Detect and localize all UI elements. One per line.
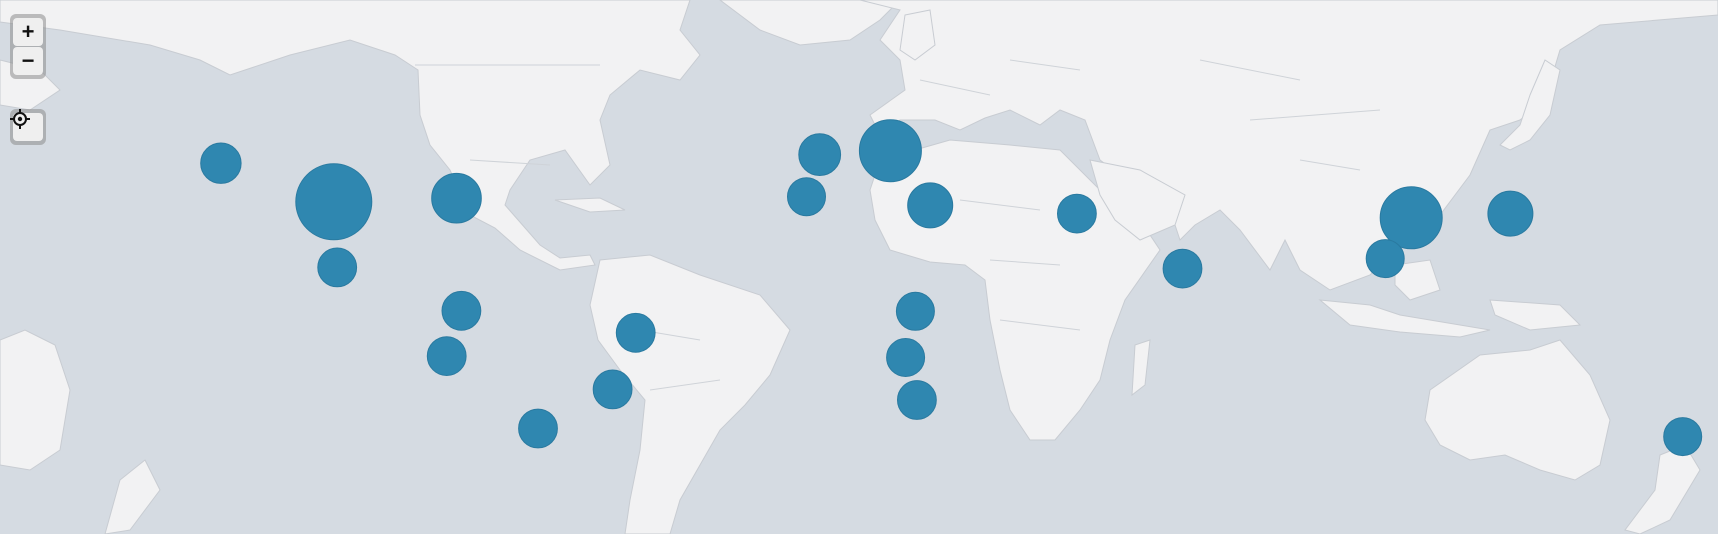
- marker-asia-china-east[interactable]: [1379, 186, 1443, 250]
- marker-asia-india[interactable]: [1162, 248, 1203, 289]
- marker-europe-spain[interactable]: [787, 177, 826, 217]
- land-british-isles: [899, 9, 936, 61]
- marker-south-america-peru[interactable]: [426, 336, 467, 377]
- plus-icon: +: [21, 19, 35, 44]
- zoom-out-button[interactable]: −: [13, 47, 43, 75]
- marker-oceania-new-zealand[interactable]: [1663, 417, 1703, 457]
- locate-icon: [10, 109, 30, 129]
- marker-europe-uk[interactable]: [798, 133, 842, 177]
- land-australia: [1424, 339, 1611, 481]
- marker-north-america-us-central[interactable]: [295, 163, 373, 241]
- marker-south-america-colombia[interactable]: [441, 290, 482, 331]
- zoom-in-button[interactable]: +: [13, 18, 43, 46]
- land-indonesia: [1318, 299, 1491, 338]
- marker-north-america-mexico[interactable]: [317, 247, 358, 288]
- marker-north-america-canada-west[interactable]: [200, 142, 242, 184]
- marker-africa-angola[interactable]: [886, 338, 926, 377]
- border-lines: [415, 59, 1381, 391]
- marker-europe-greece[interactable]: [907, 182, 954, 229]
- locate-control: [10, 109, 46, 145]
- marker-south-america-brazil-se[interactable]: [592, 369, 633, 410]
- land-new-guinea: [1489, 299, 1582, 331]
- marker-south-america-brazil-ne[interactable]: [615, 312, 656, 353]
- marker-south-america-argentina[interactable]: [518, 408, 558, 449]
- minus-icon: −: [21, 48, 35, 73]
- marker-middle-east-iran[interactable]: [1057, 193, 1097, 234]
- land-arabia: [1089, 159, 1186, 241]
- marker-africa-central[interactable]: [895, 291, 935, 331]
- land-japan: [1499, 59, 1561, 151]
- land-greenland: [719, 0, 901, 46]
- zoom-controls: + −: [10, 14, 46, 79]
- land-madagascar: [1131, 339, 1151, 397]
- markers-layer: [200, 119, 1703, 457]
- marker-europe-germany[interactable]: [858, 119, 922, 183]
- marker-asia-japan[interactable]: [1487, 190, 1534, 237]
- marker-asia-hong-kong[interactable]: [1365, 239, 1405, 279]
- land-cuba: [554, 197, 626, 213]
- land-australia-wrap: [0, 329, 71, 471]
- land-north-america: [0, 0, 701, 271]
- marker-africa-south-africa[interactable]: [897, 380, 937, 420]
- locate-button[interactable]: [10, 109, 43, 141]
- marker-north-america-us-east[interactable]: [431, 172, 482, 224]
- land-borneo: [1394, 259, 1441, 301]
- land-new-zealand-wrap: [104, 459, 161, 534]
